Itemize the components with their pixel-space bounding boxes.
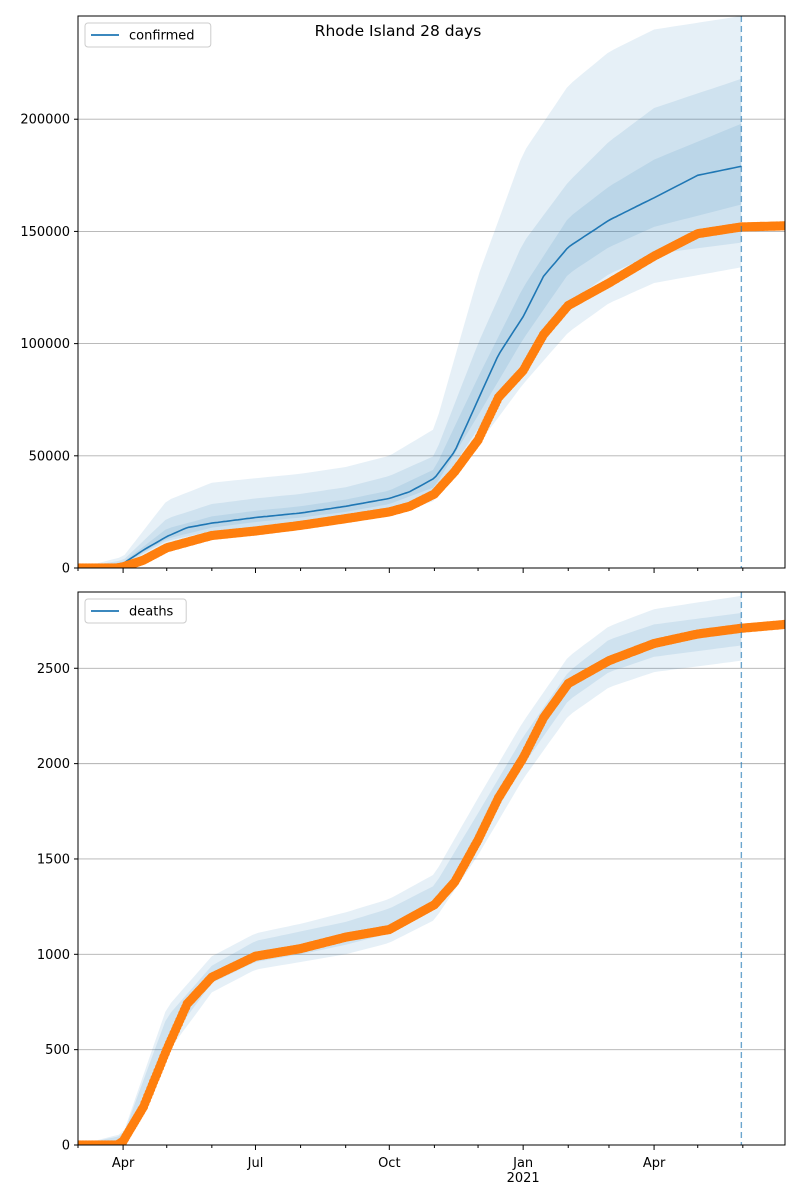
x-tick-label: Apr <box>643 1156 666 1171</box>
observed-series <box>78 221 785 568</box>
x-tick-label: Jul <box>247 1156 264 1171</box>
y-tick-label: 1000 <box>37 948 70 963</box>
uncertainty-band-outer <box>78 16 742 568</box>
uncertainty-band-mid <box>78 78 742 568</box>
deaths-panel: 0 500 1000 1500 2000 2500 deaths Apr Jul Oct Jan Ap… <box>37 591 786 1186</box>
y-tick-label: 200000 <box>20 113 70 128</box>
y-tick-label: 1500 <box>37 852 70 867</box>
y-tick-label: 2000 <box>37 757 70 772</box>
x-tick-label: Jan <box>512 1156 533 1171</box>
x-year-label: 2021 <box>507 1171 540 1186</box>
uncertainty-band-outer <box>78 595 742 1145</box>
legend-box <box>84 598 187 624</box>
plot-area <box>78 16 785 568</box>
y-tick-label: 100000 <box>20 337 70 352</box>
axes-frame <box>77 15 786 569</box>
uncertainty-band-inner <box>78 123 742 568</box>
legend: confirmed <box>84 22 212 48</box>
y-tick-label: 500 <box>45 1043 70 1058</box>
plot-area <box>78 595 785 1145</box>
x-tick-label: Oct <box>378 1156 400 1171</box>
y-tick-label: 150000 <box>20 225 70 240</box>
y-tick-label: 0 <box>62 562 70 577</box>
uncertainty-band-mid <box>78 613 742 1145</box>
axes-frame <box>77 591 786 1146</box>
legend-label: confirmed <box>129 29 195 44</box>
legend: deaths <box>84 598 187 624</box>
legend-label: deaths <box>129 605 174 620</box>
observed-series <box>78 619 785 1145</box>
legend-box <box>84 22 212 48</box>
model-line <box>78 165 742 568</box>
observed-point <box>780 619 785 629</box>
y-tick-label: 0 <box>62 1139 70 1154</box>
x-tick-label: Apr <box>112 1156 135 1171</box>
confirmed-panel: 0 50000 100000 150000 200000 confirmed <box>20 15 786 577</box>
observed-point <box>780 221 785 231</box>
y-tick-label: 2500 <box>37 662 70 677</box>
y-tick-label: 50000 <box>29 449 70 464</box>
chart-title: Rhode Island 28 days <box>315 22 482 40</box>
